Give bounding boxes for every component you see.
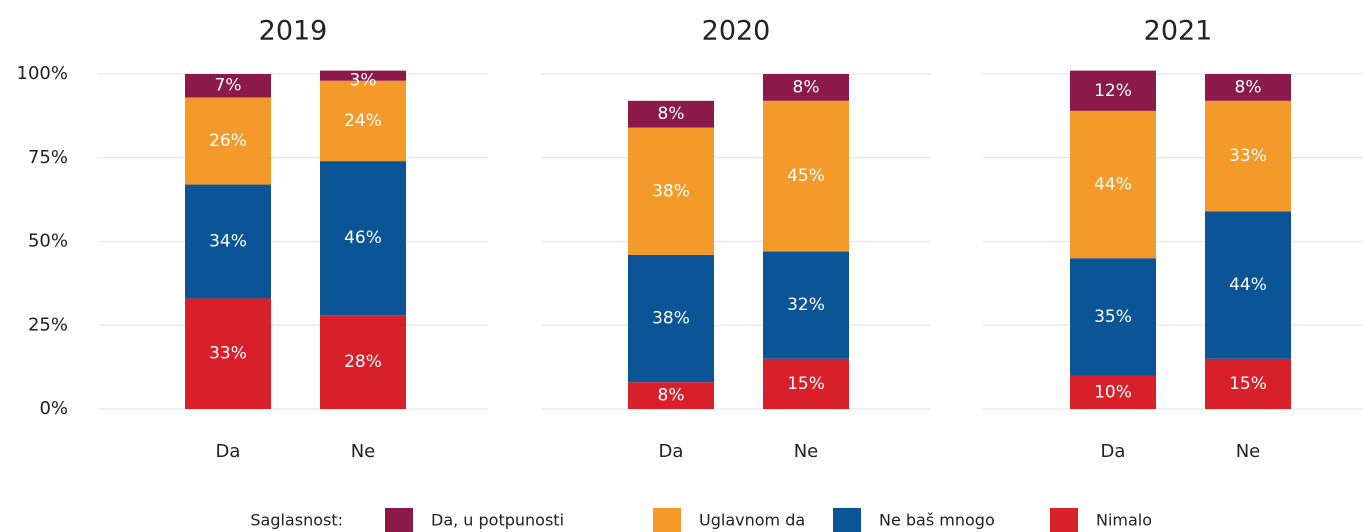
x-tick-label: Ne bbox=[351, 441, 376, 462]
value-label: 35% bbox=[1094, 307, 1132, 327]
bar-segment bbox=[1070, 258, 1156, 376]
value-label: 8% bbox=[1235, 77, 1262, 97]
y-tick-label: 75% bbox=[28, 147, 68, 168]
value-label: 3% bbox=[350, 71, 377, 91]
legend-swatch bbox=[1050, 508, 1078, 532]
value-label: 12% bbox=[1094, 81, 1132, 101]
value-label: 10% bbox=[1094, 382, 1132, 402]
bar-segment bbox=[1070, 375, 1156, 409]
x-tick-label: Da bbox=[216, 441, 241, 462]
value-label: 33% bbox=[209, 344, 247, 364]
bar-segment bbox=[1205, 211, 1291, 359]
y-tick-label: 50% bbox=[28, 231, 68, 252]
x-tick-label: Da bbox=[1101, 441, 1126, 462]
y-tick-label: 0% bbox=[39, 398, 68, 419]
x-tick-label: Ne bbox=[794, 441, 819, 462]
bar-segment bbox=[1205, 100, 1291, 212]
value-label: 38% bbox=[652, 309, 690, 329]
legend-title: Saglasnost: bbox=[250, 511, 343, 530]
bar-segment bbox=[763, 251, 849, 359]
bar-segment bbox=[628, 127, 714, 255]
bar-segment bbox=[763, 100, 849, 252]
value-label: 33% bbox=[1229, 146, 1267, 166]
value-label: 26% bbox=[209, 131, 247, 151]
value-label: 24% bbox=[344, 111, 382, 131]
value-label: 34% bbox=[209, 232, 247, 252]
value-label: 46% bbox=[344, 228, 382, 248]
value-label: 8% bbox=[658, 104, 685, 124]
legend-label: Nimalo bbox=[1096, 511, 1152, 530]
value-label: 44% bbox=[1229, 275, 1267, 295]
value-label: 32% bbox=[787, 295, 825, 315]
bar-segment bbox=[185, 97, 271, 185]
legend-label: Da, u potpunosti bbox=[431, 511, 564, 530]
legend-label: Uglavnom da bbox=[699, 511, 805, 530]
facet-title: 2021 bbox=[1144, 16, 1213, 47]
value-label: 44% bbox=[1094, 175, 1132, 195]
bar-segment bbox=[1205, 74, 1291, 101]
x-tick-label: Ne bbox=[1236, 441, 1261, 462]
bar-segment bbox=[185, 74, 271, 98]
bar-segment bbox=[185, 184, 271, 299]
value-label: 15% bbox=[1229, 374, 1267, 394]
value-label: 15% bbox=[787, 374, 825, 394]
bar-segment bbox=[628, 254, 714, 383]
y-tick-label: 100% bbox=[17, 63, 68, 84]
value-label: 7% bbox=[215, 76, 242, 96]
legend-label: Ne baš mnogo bbox=[879, 511, 995, 530]
bar-segment bbox=[320, 70, 406, 81]
bar-segment bbox=[1070, 110, 1156, 259]
legend-swatch bbox=[385, 508, 413, 532]
bar-segment bbox=[628, 100, 714, 128]
bar-segment bbox=[763, 74, 849, 101]
x-tick-label: Da bbox=[659, 441, 684, 462]
value-label: 8% bbox=[658, 386, 685, 406]
bar-segment bbox=[185, 298, 271, 409]
facet-title: 2019 bbox=[259, 16, 328, 47]
value-label: 28% bbox=[344, 352, 382, 372]
bar-segment bbox=[320, 315, 406, 409]
bar-segment bbox=[763, 358, 849, 409]
value-label: 45% bbox=[787, 166, 825, 186]
bar-segment bbox=[628, 382, 714, 409]
legend-swatch bbox=[653, 508, 681, 532]
y-tick-label: 25% bbox=[28, 314, 68, 335]
value-label: 8% bbox=[793, 77, 820, 97]
value-label: 38% bbox=[652, 181, 690, 201]
bar-segment bbox=[320, 161, 406, 316]
legend-swatch bbox=[833, 508, 861, 532]
bar-segment bbox=[320, 80, 406, 162]
bar-segment bbox=[1070, 70, 1156, 111]
facet-title: 2020 bbox=[702, 16, 771, 47]
bar-segment bbox=[1205, 358, 1291, 409]
